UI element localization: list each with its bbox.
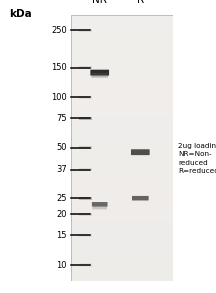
Text: 37: 37 — [56, 165, 67, 174]
Text: 100: 100 — [51, 93, 67, 102]
FancyBboxPatch shape — [131, 149, 150, 155]
FancyBboxPatch shape — [92, 202, 108, 207]
FancyBboxPatch shape — [90, 70, 109, 76]
FancyBboxPatch shape — [132, 196, 149, 200]
Bar — [79, 29, 92, 32]
Text: 10: 10 — [56, 260, 67, 270]
Text: 150: 150 — [51, 63, 67, 72]
FancyBboxPatch shape — [92, 206, 107, 209]
Bar — [79, 263, 92, 267]
Bar — [79, 213, 92, 216]
Bar — [79, 117, 92, 120]
Text: NR: NR — [92, 0, 107, 5]
Bar — [79, 234, 92, 237]
Text: R: R — [137, 0, 144, 5]
Bar — [79, 66, 92, 69]
Text: 50: 50 — [56, 143, 67, 152]
Text: 2ug loading
NR=Non-
reduced
R=reduced: 2ug loading NR=Non- reduced R=reduced — [178, 143, 216, 174]
Text: 75: 75 — [56, 114, 67, 122]
Text: 20: 20 — [56, 210, 67, 219]
Bar — [79, 96, 92, 99]
Text: kDa: kDa — [9, 9, 31, 19]
Bar — [79, 168, 92, 171]
Text: 15: 15 — [56, 231, 67, 240]
Text: 25: 25 — [56, 194, 67, 203]
Bar — [79, 146, 92, 149]
Text: 250: 250 — [51, 26, 67, 35]
FancyBboxPatch shape — [91, 73, 108, 78]
Bar — [79, 197, 92, 200]
